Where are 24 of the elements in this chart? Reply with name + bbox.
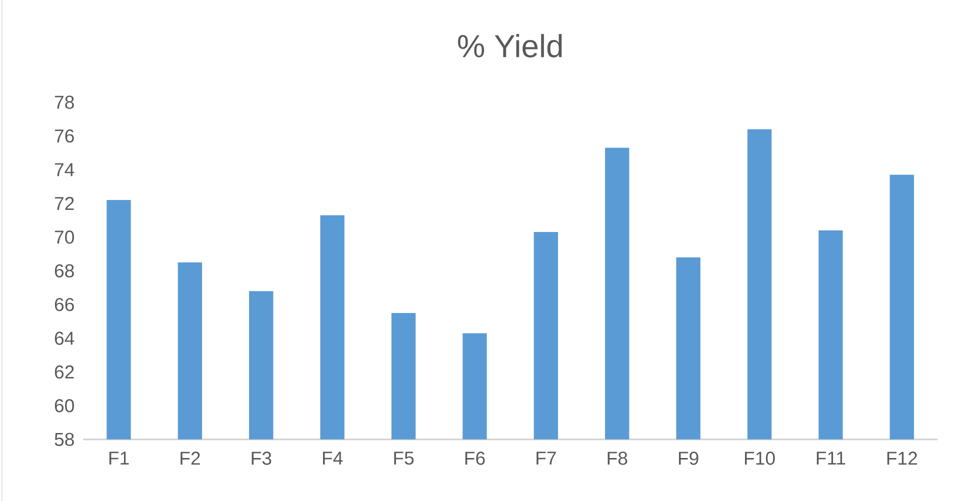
y-tick-label: 68 [54,264,74,278]
y-tick-label: 62 [54,365,74,379]
y-tick-label: 72 [54,196,74,210]
x-tick-label: F11 [816,452,846,464]
x-tick-label: F9 [678,452,698,465]
y-tick-label: 58 [54,432,74,446]
x-tick-label: F12 [887,452,917,465]
y-tick-label: 66 [54,298,74,312]
x-tick-label: F7 [536,452,556,464]
x-tick-label: F5 [394,452,414,465]
x-tick-label: F4 [323,452,343,464]
chart-title: % Yield [458,34,562,58]
x-tick-label: F8 [608,452,628,465]
y-tick-label: 74 [54,163,74,176]
y-tick-label: 64 [54,332,74,345]
y-tick-label: 76 [54,129,74,143]
x-tick-label: F10 [744,452,775,465]
y-tick-label: 78 [54,96,74,109]
x-tick-label: F3 [252,452,272,465]
y-tick-label: 60 [54,399,74,412]
x-tick-label: F1 [109,452,129,464]
x-tick-label: F2 [180,452,200,465]
y-tick-label: 70 [54,230,74,244]
x-tick-label: F6 [465,452,485,465]
